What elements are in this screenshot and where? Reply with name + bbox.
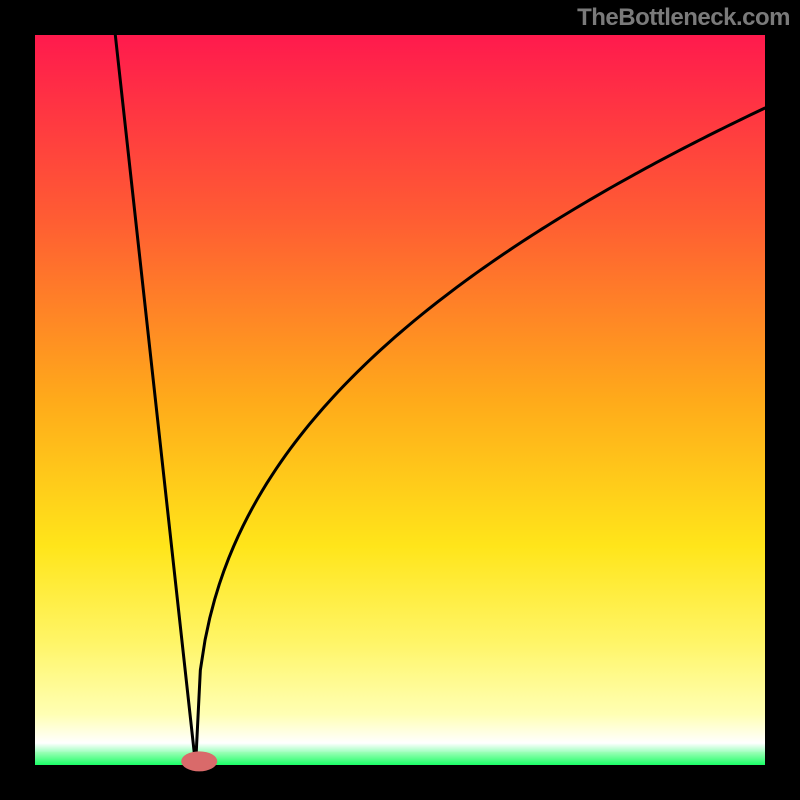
- watermark-text: TheBottleneck.com: [577, 4, 790, 32]
- chart-container: TheBottleneck.com: [0, 0, 800, 800]
- chart-svg: [0, 0, 800, 800]
